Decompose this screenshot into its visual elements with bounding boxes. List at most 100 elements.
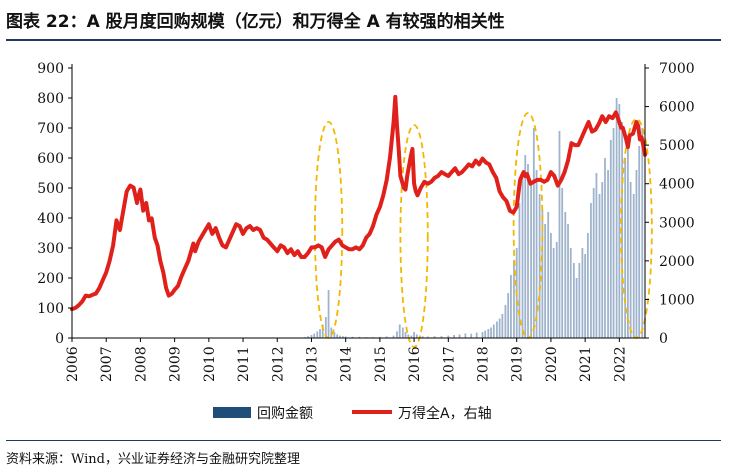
source-divider [6, 440, 721, 441]
legend-bar-label: 回购金额 [257, 406, 313, 422]
left-tick-label-3: 300 [37, 241, 64, 257]
bar-48 [501, 314, 504, 338]
left-tick-label-1: 100 [37, 301, 64, 317]
bar-89 [618, 104, 621, 338]
bar-46 [495, 321, 498, 338]
bar-81 [595, 173, 598, 338]
bar-73 [572, 263, 575, 338]
left-tick-label-6: 600 [37, 151, 64, 167]
bar-96 [638, 146, 641, 338]
bar-37 [458, 334, 461, 338]
bar-82 [598, 194, 601, 338]
x-tick-label-8: 2014 [339, 346, 355, 382]
bar-64 [547, 212, 550, 338]
bar-23 [398, 324, 401, 338]
bar-72 [569, 248, 572, 338]
bar-40 [475, 332, 478, 338]
bar-44 [490, 327, 492, 338]
right-tick-label-0: 0 [659, 331, 668, 347]
bar-56 [524, 155, 527, 338]
bar-7 [324, 317, 327, 338]
bar-20 [385, 336, 388, 338]
x-axis: 2006 2007 2008 2009 2010 2011 2012 2013 2014 2015… [65, 338, 628, 382]
bar-25 [404, 332, 407, 338]
right-tick-label-3: 3000 [659, 215, 695, 231]
x-tick-label-5: 2011 [236, 346, 252, 382]
bar-95 [635, 170, 638, 338]
x-tick-label-13: 2019 [510, 346, 526, 382]
bar-series-buyback [303, 98, 644, 338]
x-tick-label-6: 2012 [270, 346, 286, 382]
bar-43 [487, 329, 490, 338]
bar-19 [378, 336, 381, 338]
right-tick-label-5: 5000 [659, 138, 695, 154]
x-tick-label-9: 2015 [373, 346, 389, 382]
x-tick-label-3: 2009 [168, 346, 184, 382]
bar-58 [530, 182, 532, 338]
bar-24 [401, 327, 404, 338]
bar-8 [327, 290, 330, 338]
bar-87 [612, 128, 615, 338]
bar-54 [518, 203, 521, 338]
x-tick-label-7: 2013 [304, 346, 320, 382]
chart-svg: 0 100 200 300 400 500 600 700 800 900 0 1000 2000 30… [37, 61, 695, 422]
title-divider [6, 39, 721, 41]
legend: 回购金额 万得全A，右轴 [213, 405, 492, 422]
bar-68 [558, 131, 561, 338]
bar-80 [592, 188, 595, 338]
bar-9 [330, 327, 333, 338]
bar-14 [344, 336, 347, 338]
left-tick-label-8: 800 [37, 91, 64, 107]
bar-59 [532, 128, 535, 338]
legend-bar-swatch [213, 407, 251, 418]
bar-6 [321, 324, 324, 338]
bar-51 [510, 275, 512, 338]
line-series-wind-a-index [70, 94, 647, 312]
bar-70 [564, 212, 567, 338]
bar-66 [552, 248, 555, 338]
bar-67 [555, 242, 558, 338]
bar-35 [447, 335, 450, 338]
source-note: 资料来源：Wind，兴业证券经济与金融研究院整理 [6, 452, 300, 467]
bar-93 [629, 182, 632, 338]
bar-75 [578, 263, 581, 338]
bar-92 [626, 143, 629, 338]
bar-86 [609, 140, 612, 338]
bar-77 [584, 254, 587, 338]
bar-52 [513, 260, 515, 338]
right-tick-label-7: 7000 [659, 61, 695, 77]
right-tick-label-1: 1000 [659, 292, 695, 308]
bar-22 [396, 331, 398, 338]
left-tick-label-4: 400 [37, 211, 64, 227]
x-tick-label-1: 2007 [99, 346, 115, 382]
bar-94 [632, 194, 635, 338]
bar-3 [313, 333, 316, 338]
x-tick-label-16: 2022 [612, 346, 628, 382]
bar-16 [358, 336, 361, 338]
bar-41 [481, 332, 484, 338]
bar-10 [333, 332, 336, 338]
bar-69 [561, 188, 564, 338]
bar-55 [521, 176, 524, 338]
bar-1 [307, 336, 309, 338]
bar-47 [498, 318, 501, 338]
bar-15 [351, 336, 354, 338]
bar-29 [415, 334, 418, 338]
bar-50 [507, 293, 510, 338]
bar-21 [392, 335, 395, 338]
x-tick-label-15: 2021 [578, 346, 594, 382]
bar-11 [336, 334, 339, 338]
bar-71 [567, 224, 569, 338]
bar-13 [342, 336, 344, 338]
x-tick-label-0: 2006 [65, 346, 81, 382]
legend-line-label: 万得全A，右轴 [398, 405, 492, 422]
bar-4 [316, 331, 319, 338]
left-tick-label-5: 500 [37, 181, 64, 197]
bar-91 [624, 158, 627, 338]
left-y-axis: 0 100 200 300 400 500 600 700 800 900 [37, 61, 72, 347]
bar-34 [440, 336, 443, 338]
bar-62 [541, 209, 544, 338]
left-tick-label-7: 700 [37, 121, 64, 137]
bar-97 [641, 128, 644, 338]
